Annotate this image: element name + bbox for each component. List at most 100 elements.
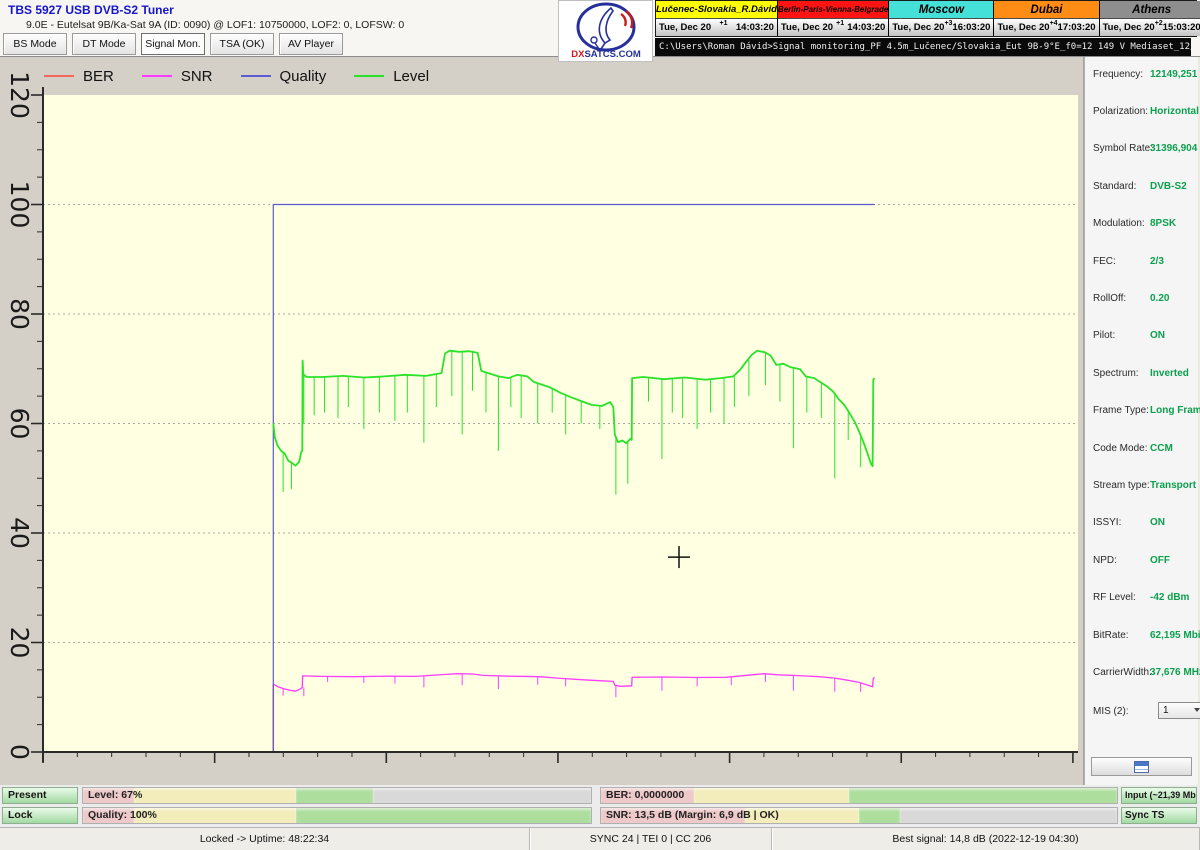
clock-time: Tue, Dec 20 +2 15:03:20 — [1099, 18, 1200, 36]
lock-badge: Lock — [2, 807, 78, 824]
clock-lu-enec-slovakia-r-d-vid: Lučenec-Slovakia_R.Dávid Tue, Dec 20 +1 14:… — [656, 1, 777, 36]
legend-line-swatch — [141, 75, 172, 77]
quality-progressbar: Quality: 100% — [82, 807, 592, 824]
logo-text-rest: SATCS.COM — [584, 49, 640, 60]
signal-chart: 0 20 40 60 80 100 120 — [5, 71, 1078, 763]
bar-segment — [900, 808, 1117, 823]
legend-line-swatch — [44, 75, 74, 77]
param-label: CarrierWidth: — [1093, 666, 1152, 678]
mis-select[interactable]: 1 — [1158, 702, 1200, 719]
param-label: Polarization: — [1093, 105, 1149, 117]
status-area: Present Level: 67% BER: 0,0000000 Input … — [0, 785, 1200, 827]
param-label: RollOff: — [1093, 292, 1127, 304]
param-label: Frequency: — [1093, 68, 1144, 80]
param-value: ON — [1150, 517, 1165, 529]
present-badge: Present — [2, 787, 78, 804]
mis-row: MIS (2): 1 — [1093, 702, 1200, 719]
logo-text-dx: DX — [571, 49, 585, 60]
param-label: Stream type: — [1093, 479, 1150, 491]
tab-bs-mode[interactable]: BS Mode — [3, 33, 67, 55]
legend-item-level: Level — [354, 68, 429, 85]
param-value: 12149,251 MHz — [1150, 68, 1200, 80]
footer-statusbar: Locked -> Uptime: 48:22:34 SYNC 24 | TEI … — [0, 827, 1200, 850]
param-value: OFF — [1150, 554, 1170, 566]
y-axis-label: 20 — [5, 627, 34, 659]
param-value: DVB-S2 — [1150, 180, 1187, 192]
y-axis-label: 40 — [5, 517, 34, 549]
svg-text:DXSATCS.COM: DXSATCS.COM — [571, 49, 641, 60]
param-stream-type: Stream type: Transport — [1093, 478, 1197, 492]
clock-time: Tue, Dec 20 +1 14:03:20 — [777, 18, 889, 36]
parameters-sidebar: MIS (2): 1 Frequency: 12149,251 MHz Polari… — [1084, 57, 1200, 785]
param-label: FEC: — [1093, 255, 1116, 267]
transponder-list-button[interactable] — [1091, 757, 1192, 776]
param-value: 62,195 Mbit/s — [1150, 629, 1200, 641]
app-title: TBS 5927 USB DVB-S2 Tuner — [8, 3, 174, 17]
param-value: Transport — [1150, 479, 1197, 491]
clock-city-label: Lučenec-Slovakia_R.Dávid — [656, 1, 777, 18]
param-label: Symbol Rate: — [1093, 143, 1154, 155]
bar-segment — [848, 788, 1117, 803]
tab-tsa-ok[interactable]: TSA (OK) — [210, 33, 274, 55]
tab-dt-mode[interactable]: DT Mode — [72, 33, 136, 55]
param-rolloff: RollOff: 0.20 — [1093, 291, 1195, 305]
bar-segment — [601, 788, 694, 803]
mis-label: MIS (2): — [1093, 705, 1129, 717]
legend-label: Quality — [279, 67, 327, 85]
satellite-subtitle: 9.0E - Eutelsat 9B/Ka-Sat 9A (ID: 0090) … — [26, 19, 405, 31]
param-issyi: ISSYI: ON — [1093, 516, 1195, 530]
param-label: RF Level: — [1093, 592, 1136, 604]
bar-segment — [296, 808, 591, 823]
bar-segment — [372, 788, 591, 803]
clock-city-label: Dubai — [994, 1, 1099, 18]
param-label: NPD: — [1093, 554, 1117, 566]
param-fec: FEC: 2/3 — [1093, 254, 1195, 268]
legend-item-quality: Quality — [240, 67, 327, 85]
tab-signal-mon[interactable]: Signal Mon. — [141, 33, 205, 55]
param-frequency: Frequency: 12149,251 MHz — [1093, 67, 1200, 81]
bar-label: Level: 67% — [88, 789, 143, 801]
series-quality — [272, 203, 875, 752]
clock-time: Tue, Dec 20 +3 16:03:20 — [889, 18, 994, 36]
clock-city-label: Athens — [1099, 1, 1200, 18]
clock-time: Tue, Dec 20 +1 14:03:20 — [656, 18, 777, 36]
tab-av-player[interactable]: AV Player — [279, 33, 343, 55]
clock-athens: Athens Tue, Dec 20 +2 15:03:20 — [1099, 1, 1200, 36]
param-value: 31396,904 KS/s — [1150, 143, 1200, 155]
param-rf-level: RF Level: -42 dBm — [1093, 591, 1195, 605]
bar-segment — [133, 788, 297, 803]
bar-segment — [83, 808, 134, 823]
signal-chart-panel: BER SNR Quality Level 0 20 40 60 80 100 120 — [0, 57, 1084, 785]
legend-label: BER — [83, 67, 114, 85]
y-axis-label: 80 — [5, 298, 34, 330]
param-npd: NPD: OFF — [1093, 553, 1195, 567]
param-label: BitRate: — [1093, 629, 1129, 641]
footer-section-2: SYNC 24 | TEI 0 | CC 206 — [530, 828, 772, 850]
param-label: ISSYI: — [1093, 517, 1122, 529]
chart-legend: BER SNR Quality Level — [44, 65, 429, 87]
param-symbol-rate: Symbol Rate:31396,904 KS/s — [1093, 142, 1200, 156]
clock-dubai: Dubai Tue, Dec 20 +4 17:03:20 — [994, 1, 1099, 36]
satellite-dish-icon: DXSATCS.COM — [571, 2, 641, 60]
param-label: Modulation: — [1093, 218, 1145, 230]
y-axis-label: 60 — [5, 408, 34, 440]
world-clocks: Lučenec-Slovakia_R.Dávid Tue, Dec 20 +1 14:… — [655, 0, 1200, 37]
transponder-list-icon — [1134, 760, 1149, 773]
y-axis-label: 120 — [5, 71, 34, 119]
series-snr — [272, 673, 875, 692]
footer-section-1: Locked -> Uptime: 48:22:34 — [0, 828, 530, 850]
console-line: C:\Users\Roman Dávid>Signal monitoring_P… — [655, 38, 1191, 56]
dxsatcs-logo: DXSATCS.COM — [558, 0, 653, 62]
bar-label: Quality: 100% — [88, 809, 157, 821]
clock-time: Tue, Dec 20 +4 17:03:20 — [994, 18, 1099, 36]
bar-label: SNR: 13,5 dB (Margin: 6,9 dB | OK) — [606, 809, 779, 821]
param-value: Long Frame — [1150, 405, 1200, 417]
param-label: Standard: — [1093, 180, 1137, 192]
clock-city-label: Moscow — [889, 1, 994, 18]
param-bitrate: BitRate: 62,195 Mbit/s — [1093, 628, 1200, 642]
legend-item-ber: BER — [44, 68, 114, 85]
bar-segment — [693, 788, 849, 803]
series-level — [272, 349, 876, 468]
clock-moscow: Moscow Tue, Dec 20 +3 16:03:20 — [889, 1, 994, 36]
